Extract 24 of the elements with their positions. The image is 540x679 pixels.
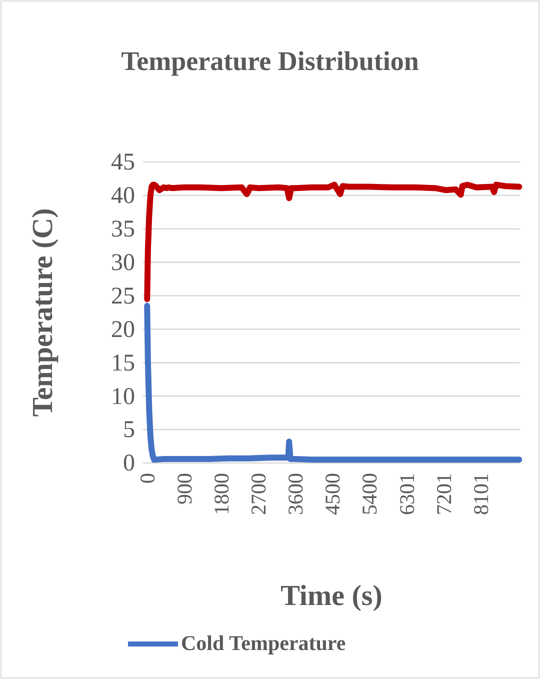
x-tick-label: 7201: [432, 473, 456, 515]
y-tick-label: 25: [111, 283, 135, 310]
chart-title: Temperature Distribution: [121, 46, 419, 76]
legend-label: Cold Temperature: [181, 631, 346, 655]
x-tick-label: 6301: [394, 473, 419, 515]
y-tick-label: 15: [111, 350, 135, 376]
y-tick-label: 10: [111, 384, 135, 410]
y-tick-label: 5: [123, 417, 135, 444]
y-tick-label: 0: [123, 450, 135, 477]
x-tick-label: 4500: [320, 473, 345, 515]
y-tick-label: 45: [111, 150, 135, 176]
y-axis-title: Temperature (C): [27, 208, 59, 417]
x-tick-label: 900: [172, 473, 197, 504]
x-tick-label: 3600: [284, 473, 308, 515]
y-tick-label: 40: [111, 183, 135, 210]
x-tick-label: 5400: [358, 473, 382, 515]
x-axis-title: Time (s): [280, 580, 382, 612]
y-tick-label: 35: [111, 216, 135, 243]
x-tick-label: 2700: [246, 473, 271, 515]
x-tick-label: 8101: [468, 473, 493, 515]
x-tick-label: 1800: [210, 473, 234, 515]
x-tick-label: 0: [135, 473, 160, 484]
y-tick-label: 30: [111, 250, 135, 276]
y-tick-label: 20: [111, 316, 135, 343]
